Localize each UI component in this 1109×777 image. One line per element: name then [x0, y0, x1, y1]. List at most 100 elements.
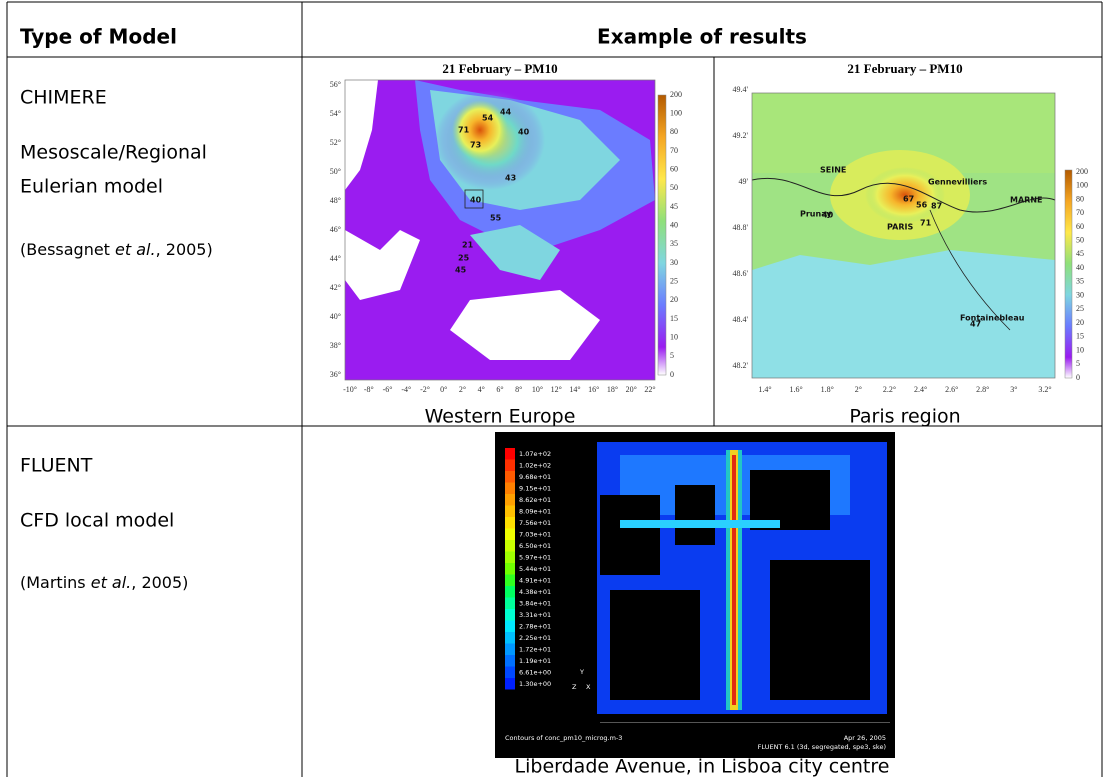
axis-label: 4° [478, 385, 485, 394]
citation-part: (Martins [20, 573, 91, 592]
axis-label: 40° [330, 312, 341, 321]
axis-label: 48.6' [733, 269, 749, 278]
legend-swatch [505, 517, 515, 529]
citation-part: (Bessagnet [20, 240, 115, 259]
axis-label: 42° [330, 283, 341, 292]
colorbar-label: 5 [1076, 359, 1080, 368]
legend-label: 6.50e+01 [519, 542, 551, 550]
legend-swatch [505, 494, 515, 506]
axis-label: 22° [644, 385, 655, 394]
colorbar-label: 10 [670, 332, 678, 341]
legend-label: 5.44e+01 [519, 565, 551, 573]
axis-label: 16° [588, 385, 599, 394]
legend-swatch [505, 598, 515, 610]
legend-label: 1.72e+01 [519, 646, 551, 654]
axis-label: 1.4° [758, 385, 771, 394]
citation: (Martins et al., 2005) [20, 573, 188, 592]
map-paris [752, 93, 1072, 378]
axis-glyph: Z [572, 683, 577, 691]
axis-label: 2° [459, 385, 466, 394]
legend-swatch [505, 644, 515, 656]
legend-label: 8.62e+01 [519, 496, 551, 504]
legend-label: 6.61e+00 [519, 669, 551, 677]
legend-swatch [505, 540, 515, 552]
page: Type of Model Example of results CHIMERE… [0, 0, 1109, 777]
image-caption: Paris region [849, 406, 960, 428]
colorbar-label: 30 [670, 258, 678, 267]
citation-part: et al. [91, 573, 132, 592]
axis-label: 3.2° [1038, 385, 1051, 394]
legend-label: 3.84e+01 [519, 600, 551, 608]
citation-part: , 2005) [156, 240, 213, 259]
image-caption: Liberdade Avenue, in Lisboa city centre [515, 756, 890, 777]
fluent-footer: Contours of conc_pm10_microg.m-3 [505, 734, 622, 742]
header-cell: Type of Model [20, 25, 177, 49]
legend-swatch [505, 575, 515, 587]
legend-swatch [505, 529, 515, 541]
legend-swatch [505, 552, 515, 564]
citation: (Bessagnet et al., 2005) [20, 240, 213, 259]
axis-label: 52° [330, 138, 341, 147]
map-value: 71 [458, 126, 470, 135]
legend-swatch [505, 632, 515, 644]
axis-label: -6° [383, 385, 393, 394]
model-name: FLUENT [20, 455, 93, 477]
axis-label: 50° [330, 167, 341, 176]
colorbar-label: 70 [1076, 208, 1084, 217]
axis-label: 56° [330, 80, 341, 89]
map-value: 44 [500, 108, 512, 117]
axis-label: 14° [569, 385, 580, 394]
map-value: 25 [458, 254, 470, 263]
axis-label: 48.2' [733, 361, 749, 370]
legend-label: 4.91e+01 [519, 577, 551, 585]
map-value: 21 [462, 241, 474, 250]
colorbar-label: 35 [1076, 277, 1084, 286]
colorbar-label: 80 [1076, 194, 1084, 203]
fluent-footer: FLUENT 6.1 (3d, segregated, spe3, ske) [758, 743, 886, 751]
axis-label: 2.8° [976, 385, 989, 394]
legend-swatch [505, 678, 515, 690]
colorbar-label: 40 [1076, 263, 1084, 272]
image-caption: Western Europe [425, 406, 576, 428]
axis-label: 0° [440, 385, 447, 394]
legend-label: 1.30e+00 [519, 680, 551, 688]
place-name: Gennevilliers [928, 178, 987, 187]
axis-glyph: Y [579, 668, 584, 676]
legend-label: 1.19e+01 [519, 657, 551, 665]
legend-swatch [505, 506, 515, 518]
axis-label: -8° [364, 385, 374, 394]
axis-label: 48.8' [733, 223, 749, 232]
map-value: 40 [470, 196, 482, 205]
colorbar-label: 40 [670, 220, 678, 229]
colorbar-label: 100 [670, 108, 682, 117]
map-value: 71 [920, 219, 932, 228]
place-name: SEINE [820, 166, 846, 175]
map-western-europe [345, 80, 666, 380]
colorbar-label: 100 [1076, 181, 1088, 190]
axis-label: 49.4' [733, 85, 749, 94]
colorbar-label: 15 [670, 314, 678, 323]
axis-label: 1.8° [821, 385, 834, 394]
model-name: CHIMERE [20, 87, 107, 109]
map-value: 43 [505, 174, 516, 183]
colorbar-label: 60 [670, 164, 678, 173]
legend-label: 3.31e+01 [519, 611, 551, 619]
citation-part: et al. [115, 240, 156, 259]
axis-label: 18° [607, 385, 618, 394]
map-value: 67 [903, 195, 914, 204]
axis-label: 48.4' [733, 315, 749, 324]
map-title: 21 February – PM10 [847, 61, 962, 76]
legend-label: 9.68e+01 [519, 473, 551, 481]
axis-label: -2° [420, 385, 430, 394]
axis-label: 8° [515, 385, 522, 394]
legend-swatch [505, 563, 515, 575]
axis-glyph: X [586, 683, 591, 691]
colorbar-label: 80 [670, 127, 678, 136]
model-desc: Mesoscale/Regional [20, 142, 207, 164]
axis-label: 2.4° [914, 385, 927, 394]
axis-label: 49' [739, 177, 749, 186]
legend-swatch [505, 460, 515, 472]
axis-label: 46° [330, 225, 341, 234]
map-value: 54 [482, 114, 494, 123]
colorbar-label: 5 [670, 351, 674, 360]
